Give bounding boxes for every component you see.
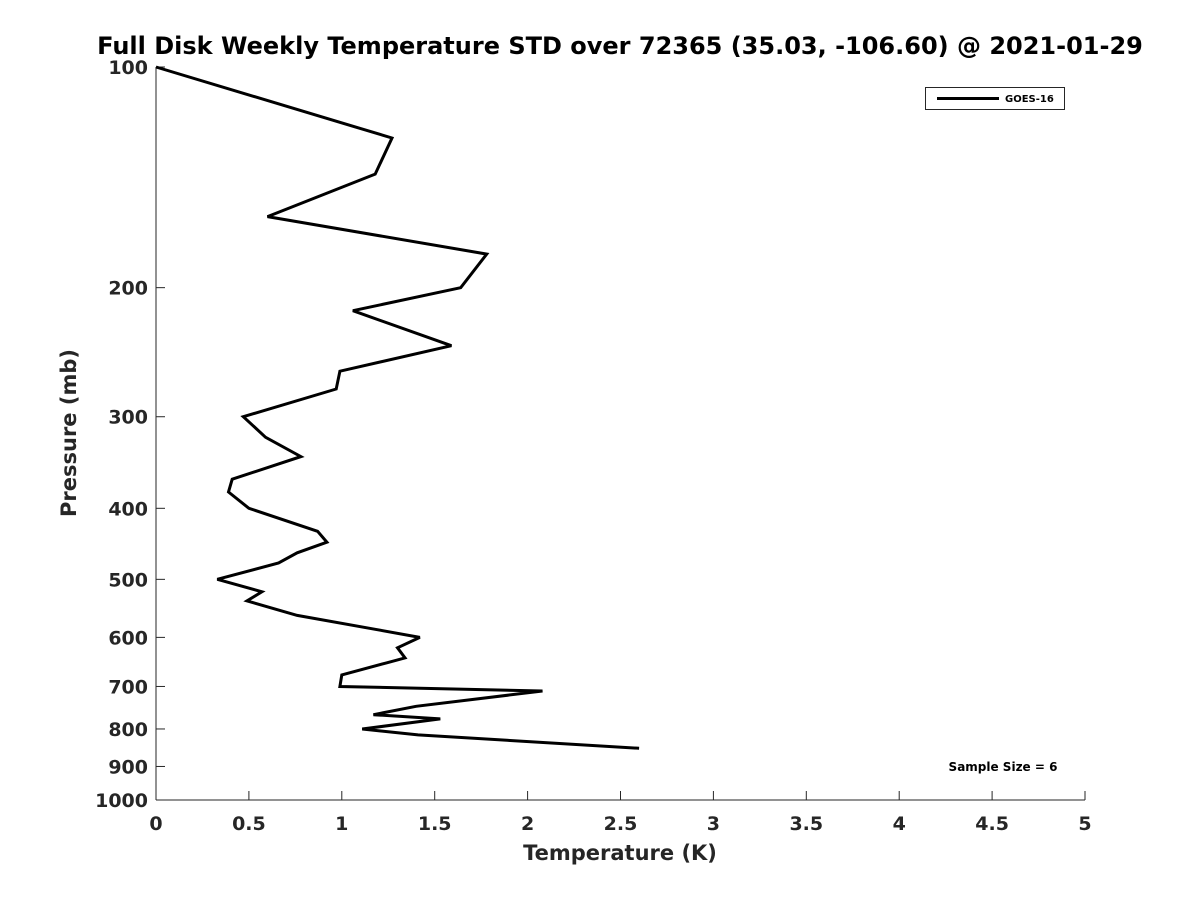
x-tick-label: 0.5 [232, 813, 266, 835]
x-tick-label: 2.5 [604, 813, 638, 835]
x-axis-label: Temperature (K) [523, 841, 717, 865]
x-tick-label: 1 [335, 813, 348, 835]
legend-label: GOES-16 [1005, 94, 1054, 105]
axes: 0 0.5 1 1.5 2 2.5 3 3.5 4 4.5 5 100 200 300 400 500 600 7… [95, 57, 1092, 835]
legend: GOES-16 [925, 87, 1065, 110]
x-tick-label: 5 [1078, 813, 1091, 835]
y-tick-label: 700 [108, 676, 148, 698]
x-tick-label: 3 [707, 813, 720, 835]
x-tick-label: 0 [149, 813, 162, 835]
y-tick-label: 600 [108, 627, 148, 649]
x-tick-label: 2 [521, 813, 534, 835]
y-tick-label: 400 [108, 498, 148, 520]
series-line-goes-16 [155, 65, 640, 750]
x-tick-label: 1.5 [418, 813, 452, 835]
y-tick-label: 800 [108, 719, 148, 741]
sample-size-note: Sample Size = 6 [949, 760, 1058, 774]
y-tick-label: 300 [108, 407, 148, 429]
y-tick-label: 900 [108, 756, 148, 778]
y-tick-label: 200 [108, 278, 148, 300]
y-tick-label: 500 [108, 569, 148, 591]
y-tick-label: 1000 [95, 790, 148, 812]
plot-area [155, 65, 640, 750]
chart-title: Full Disk Weekly Temperature STD over 72… [97, 32, 1143, 60]
y-tick-label: 100 [108, 57, 148, 79]
x-tick-label: 3.5 [789, 813, 823, 835]
y-axis-label: Pressure (mb) [57, 349, 81, 517]
x-tick-label: 4.5 [975, 813, 1009, 835]
x-tick-label: 4 [893, 813, 906, 835]
